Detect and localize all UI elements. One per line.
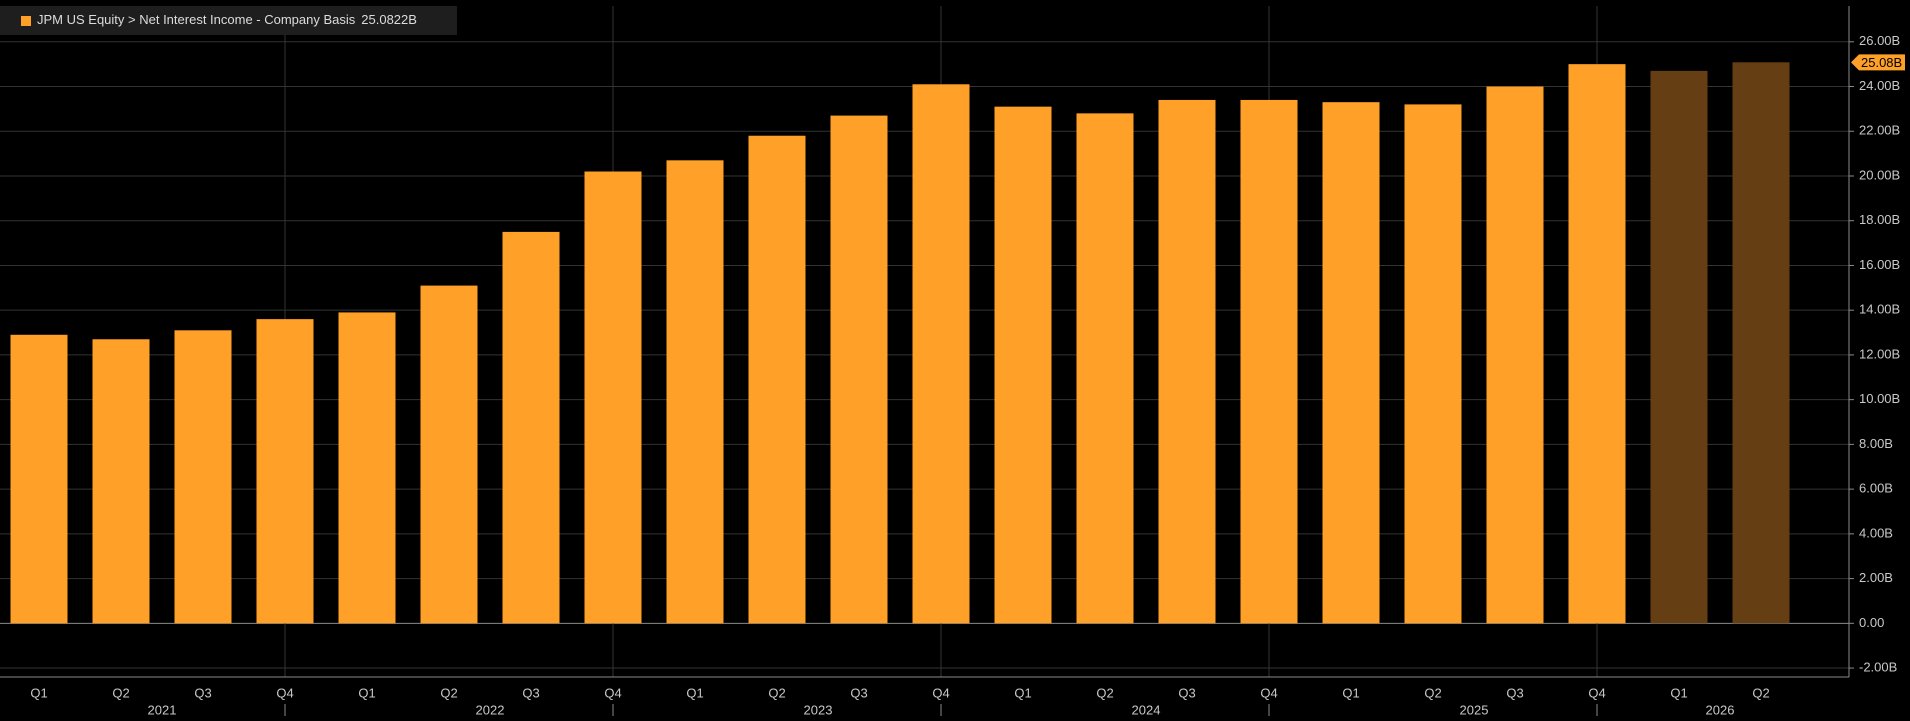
bar	[502, 231, 560, 624]
x-tick-label: Q1	[1014, 685, 1031, 700]
legend-box	[0, 6, 457, 35]
bar	[1158, 99, 1216, 624]
x-tick-label: Q2	[768, 685, 785, 700]
x-tick-label: Q1	[1342, 685, 1359, 700]
bar	[1650, 70, 1708, 624]
x-tick-label: Q2	[112, 685, 129, 700]
y-tick-label: 12.00B	[1859, 346, 1900, 361]
value-tag-label: 25.08B	[1861, 55, 1902, 70]
value-tag	[1851, 54, 1905, 71]
bar	[10, 334, 68, 624]
year-label: 2021	[148, 702, 177, 717]
legend-swatch	[21, 16, 31, 26]
y-tick-label: 20.00B	[1859, 167, 1900, 182]
bar	[1240, 99, 1298, 624]
y-tick-label: 22.00B	[1859, 123, 1900, 138]
year-label: 2026	[1706, 702, 1735, 717]
bar	[584, 171, 642, 624]
x-tick-label: Q1	[686, 685, 703, 700]
year-label: 2024	[1132, 702, 1161, 717]
bar	[92, 339, 150, 624]
x-tick-label: Q1	[358, 685, 375, 700]
bar	[912, 84, 970, 624]
bar	[1486, 86, 1544, 624]
year-label: 2023	[804, 702, 833, 717]
bar	[1732, 62, 1790, 624]
bar	[748, 135, 806, 624]
bar	[1322, 102, 1380, 624]
x-tick-label: Q2	[1752, 685, 1769, 700]
bar	[830, 115, 888, 624]
x-tick-label: Q4	[604, 685, 621, 700]
x-tick-label: Q3	[1506, 685, 1523, 700]
year-label: 2022	[476, 702, 505, 717]
x-tick-label: Q2	[1096, 685, 1113, 700]
year-label: 2025	[1460, 702, 1489, 717]
bar	[1568, 64, 1626, 624]
legend-value: 25.0822B	[361, 12, 417, 27]
y-tick-label: 14.00B	[1859, 302, 1900, 317]
x-tick-label: Q3	[194, 685, 211, 700]
x-tick-label: Q4	[932, 685, 949, 700]
x-tick-label: Q4	[1588, 685, 1605, 700]
bar	[256, 319, 314, 624]
x-tick-label: Q3	[850, 685, 867, 700]
y-tick-label: 24.00B	[1859, 78, 1900, 93]
y-tick-label: 10.00B	[1859, 391, 1900, 406]
y-tick-label: 8.00B	[1859, 436, 1893, 451]
y-tick-label: 16.00B	[1859, 257, 1900, 272]
x-tick-label: Q4	[276, 685, 293, 700]
y-tick-label: -2.00B	[1859, 659, 1897, 674]
bar	[174, 330, 232, 624]
bar	[338, 312, 396, 624]
x-tick-label: Q1	[1670, 685, 1687, 700]
bar	[666, 160, 724, 624]
y-tick-label: 18.00B	[1859, 212, 1900, 227]
y-tick-label: 2.00B	[1859, 570, 1893, 585]
bar	[1404, 104, 1462, 624]
y-tick-label: 6.00B	[1859, 481, 1893, 496]
bar	[1076, 113, 1134, 624]
y-tick-label: 26.00B	[1859, 33, 1900, 48]
y-tick-label: 0.00	[1859, 615, 1884, 630]
legend-label: JPM US Equity > Net Interest Income - Co…	[37, 12, 417, 27]
x-tick-label: Q1	[30, 685, 47, 700]
x-tick-label: Q2	[1424, 685, 1441, 700]
y-tick-label: 4.00B	[1859, 525, 1893, 540]
bar	[420, 285, 478, 624]
bar	[994, 106, 1052, 624]
x-tick-label: Q4	[1260, 685, 1277, 700]
x-tick-label: Q2	[440, 685, 457, 700]
legend-series: JPM US Equity > Net Interest Income - Co…	[37, 12, 356, 27]
x-tick-label: Q3	[1178, 685, 1195, 700]
x-tick-label: Q3	[522, 685, 539, 700]
